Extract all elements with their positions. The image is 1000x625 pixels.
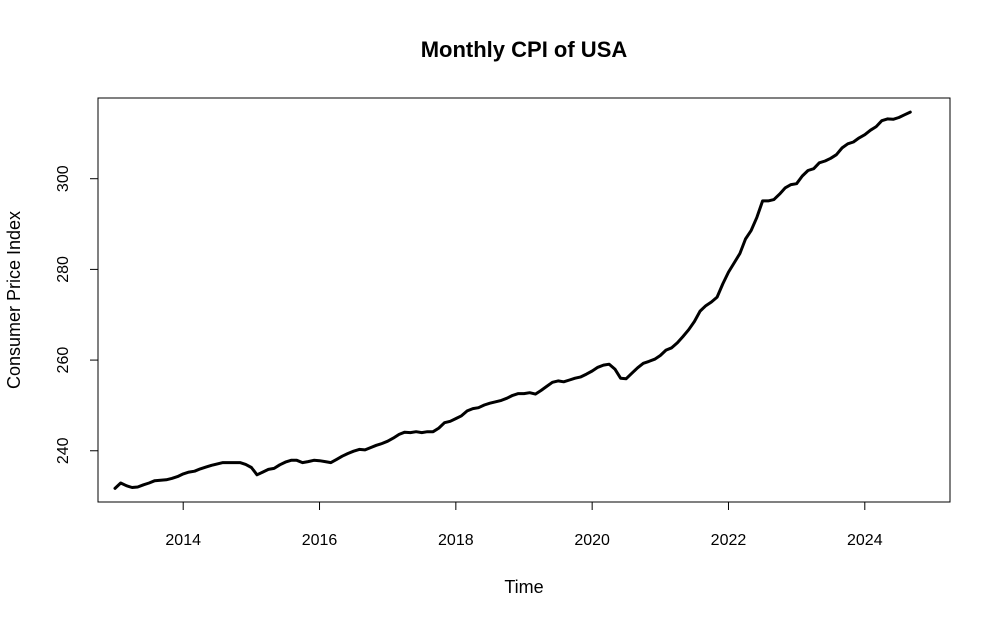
chart-title: Monthly CPI of USA [421,37,628,62]
x-tick-label: 2024 [847,532,883,549]
x-tick-label: 2022 [711,532,747,549]
y-tick-label: 300 [55,165,72,192]
plot-frame [97,97,951,503]
x-tick-label: 2014 [165,532,201,549]
x-tick-label: 2016 [302,532,338,549]
y-axis-label: Consumer Price Index [4,211,24,389]
y-tick-label: 260 [55,347,72,374]
y-tick-label: 280 [55,256,72,283]
x-axis: 2014 2016 2018 2020 2022 2024 [165,501,883,549]
x-tick-label: 2020 [574,532,610,549]
x-axis-label: Time [504,577,543,597]
y-axis: 240 260 280 300 [55,165,99,464]
y-tick-label: 240 [55,437,72,464]
cpi-series-line [113,110,912,490]
x-tick-label: 2018 [438,532,474,549]
